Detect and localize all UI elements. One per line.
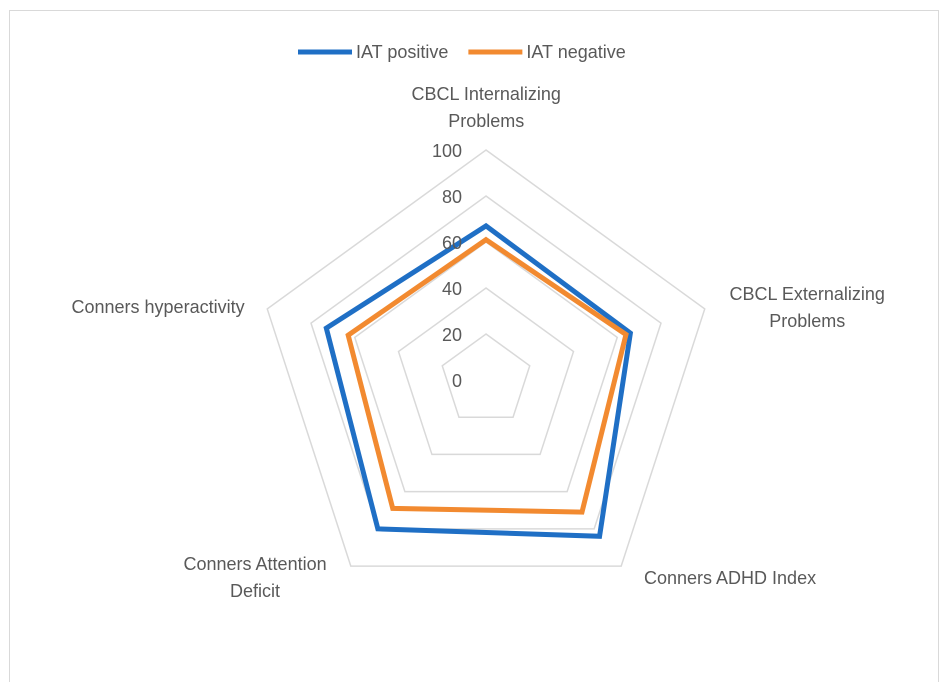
r-tick-label: 0 [452, 371, 462, 391]
category-label: Conners Attention Deficit [183, 554, 327, 601]
r-tick-label: 100 [432, 141, 462, 161]
series-line [345, 236, 629, 515]
category-label: CBCL Externalizing Problems [729, 284, 885, 331]
legend-label: IAT positive [356, 42, 448, 62]
grid-ring [353, 241, 619, 493]
chart-frame [9, 10, 939, 682]
category-label: Conners hyperactivity [71, 296, 245, 317]
r-tick-label: 60 [442, 233, 462, 253]
grid-ring [310, 195, 662, 530]
legend-label: IAT negative [526, 42, 625, 62]
series-line [323, 222, 634, 539]
r-tick-label: 20 [442, 325, 462, 345]
category-label: Conners ADHD Index [644, 567, 817, 588]
r-tick-label: 40 [442, 279, 462, 299]
grid-ring [397, 287, 575, 456]
category-label: CBCL Internalizing Problems [411, 84, 561, 131]
grid-ring [266, 149, 706, 567]
r-tick-label: 80 [442, 187, 462, 207]
grid-ring [441, 333, 531, 418]
